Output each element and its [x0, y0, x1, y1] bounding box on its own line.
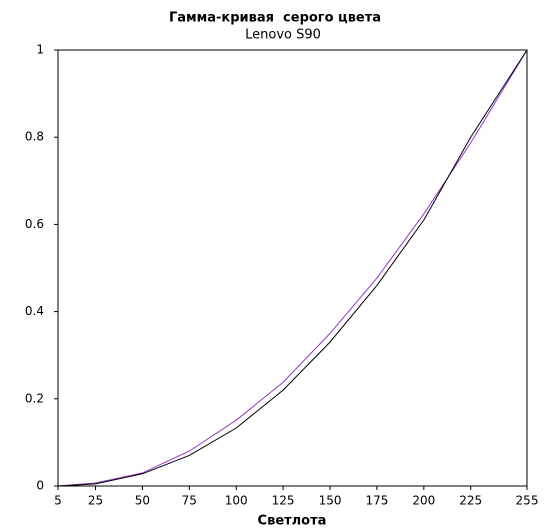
x-tick-label: 255: [516, 494, 539, 508]
x-tick-label: 200: [412, 494, 435, 508]
x-tick-label: 25: [88, 494, 103, 508]
x-tick-label: 5: [54, 494, 62, 508]
series-line: [57, 49, 528, 487]
x-tick-label: 225: [459, 494, 482, 508]
y-tick-label: 0.8: [25, 130, 44, 144]
x-tick-label: 100: [225, 494, 248, 508]
x-tick-label: 175: [365, 494, 388, 508]
x-axis-label: Светлота: [258, 514, 327, 529]
series-line: [57, 49, 528, 487]
chart-title: Гамма-кривая серого цвета: [169, 11, 381, 26]
y-tick-label: 1: [36, 43, 44, 57]
x-tick-label: 150: [319, 494, 342, 508]
x-tick-label: 50: [135, 494, 150, 508]
x-tick-label: 75: [182, 494, 197, 508]
y-tick-label: 0.4: [25, 304, 44, 318]
plot-frame: [57, 49, 528, 487]
y-tick-label: 0: [36, 479, 44, 493]
x-tick-label: 125: [272, 494, 295, 508]
y-tick-label: 0.6: [25, 217, 44, 231]
chart-subtitle: Lenovo S90: [245, 28, 321, 43]
y-tick-label: 0.2: [25, 391, 44, 405]
